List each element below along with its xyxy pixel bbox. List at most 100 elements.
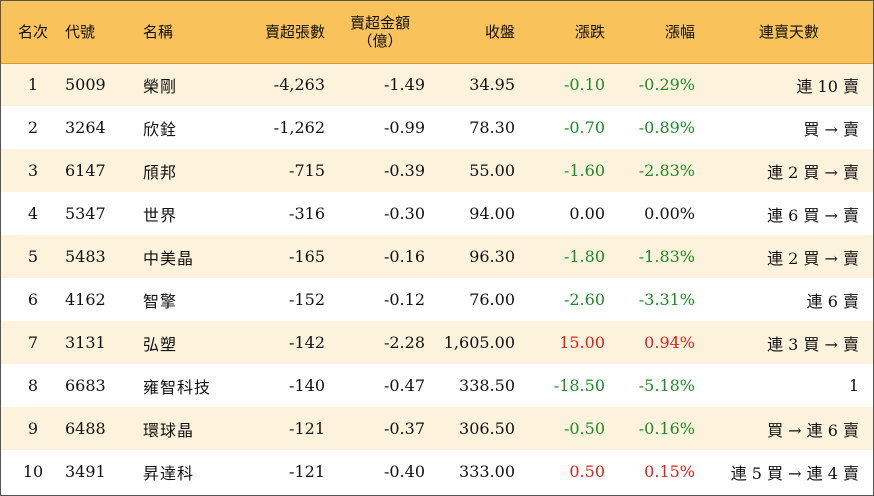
table-row: 9 6488 環球晶 -121 -0.37 306.50 -0.50 -0.16% 買 → 連 … — [1, 407, 873, 450]
code-cell: 3131 — [65, 333, 106, 352]
sell-excess-amount-cell: -0.40 — [383, 462, 425, 481]
name-cell: 世界 — [143, 205, 178, 225]
name-cell: 弘塑 — [143, 334, 178, 354]
table-row: 4 5347 世界 -316 -0.30 94.00 0.00 0.00% 連 6 買 → 賣 — [1, 192, 873, 235]
close-cell: 34.95 — [469, 75, 515, 95]
sell-excess-amount-cell: -0.39 — [383, 161, 425, 180]
header-change: 漲跌 — [574, 22, 605, 41]
sell-excess-amount-cell: -0.99 — [383, 118, 425, 137]
close-cell: 55.00 — [469, 161, 515, 180]
code-cell: 6683 — [65, 376, 106, 395]
change-cell: -2.60 — [563, 290, 605, 309]
header-change-pct: 漲幅 — [664, 22, 695, 41]
table-row: 2 3264 欣銓 -1,262 -0.99 78.30 -0.70 -0.89% 買 → 賣 — [1, 106, 873, 149]
sell-excess-lots-cell: -1,262 — [273, 118, 325, 137]
code-cell: 6488 — [65, 419, 106, 438]
sell-excess-lots-cell: -121 — [289, 462, 325, 481]
header-name: 名稱 — [143, 22, 174, 41]
consecutive-days-cell: 買 → 連 6 賣 — [767, 420, 859, 440]
table-row: 6 4162 智擎 -152 -0.12 76.00 -2.60 -3.31% 連 6 賣 — [1, 278, 873, 321]
code-cell: 3491 — [65, 462, 106, 481]
code-cell: 3264 — [65, 118, 106, 137]
change-pct-cell: -2.83% — [638, 161, 695, 180]
header-row: 名次 代號 名稱 賣超張數 賣超金額 （億） 收盤 漲跌 漲幅 連賣天數 — [1, 1, 873, 63]
code-cell: 5483 — [65, 247, 106, 266]
consecutive-days-cell: 連 2 買 → 賣 — [767, 162, 859, 182]
rank-cell: 2 — [27, 118, 39, 137]
table-body: 1 5009 榮剛 -4,263 -1.49 34.95 -0.10 -0.29% 連 10 賣… — [1, 63, 873, 493]
consecutive-days-cell: 連 10 賣 — [796, 76, 859, 96]
name-cell: 榮剛 — [143, 76, 178, 96]
change-cell: 0.00 — [569, 204, 605, 223]
change-cell: -1.80 — [563, 247, 605, 266]
close-cell: 94.00 — [469, 204, 515, 223]
name-cell: 環球晶 — [143, 420, 195, 440]
consecutive-days-cell: 連 2 買 → 賣 — [767, 248, 859, 268]
change-cell: -1.60 — [563, 161, 605, 180]
rank-cell: 6 — [27, 290, 39, 309]
sell-excess-lots-cell: -142 — [289, 333, 325, 352]
change-cell: -0.70 — [563, 118, 605, 137]
consecutive-days-cell: 連 3 買 → 賣 — [767, 334, 859, 354]
close-cell: 76.00 — [469, 290, 515, 309]
name-cell: 中美晶 — [143, 248, 195, 268]
table-row: 8 6683 雍智科技 -140 -0.47 338.50 -18.50 -5.18% 1 — [1, 364, 873, 407]
change-cell: 0.50 — [569, 462, 605, 481]
header-rank: 名次 — [17, 22, 48, 41]
rank-cell: 5 — [27, 247, 39, 266]
change-pct-cell: -0.16% — [638, 419, 695, 438]
change-pct-cell: 0.15% — [644, 462, 695, 481]
code-cell: 4162 — [65, 290, 106, 309]
sell-excess-amount-cell: -1.49 — [383, 75, 425, 95]
close-cell: 338.50 — [459, 376, 515, 395]
sell-excess-lots-cell: -316 — [289, 204, 325, 223]
name-cell: 昇達科 — [143, 463, 195, 483]
consecutive-days-cell: 連 6 買 → 賣 — [767, 205, 859, 225]
table-row: 10 3491 昇達科 -121 -0.40 333.00 0.50 0.15% 連 5 買 →… — [1, 450, 873, 493]
close-cell: 96.30 — [469, 247, 515, 266]
header-consecutive-days: 連賣天數 — [758, 22, 819, 41]
sell-excess-amount-cell: -2.28 — [383, 333, 425, 352]
sell-excess-lots-cell: -4,263 — [273, 75, 325, 95]
sell-excess-amount-cell: -0.37 — [383, 419, 425, 438]
close-cell: 333.00 — [459, 462, 515, 481]
header-sell-excess-amount-line1: 賣超金額 — [349, 13, 410, 32]
header-sell-excess-lots: 賣超張數 — [264, 22, 325, 41]
name-cell: 智擎 — [143, 291, 178, 311]
sell-excess-amount-cell: -0.30 — [383, 204, 425, 223]
sell-excess-amount-cell: -0.16 — [383, 247, 425, 266]
code-cell: 5009 — [65, 75, 106, 95]
rank-cell: 8 — [27, 376, 39, 395]
table-row: 3 6147 頎邦 -715 -0.39 55.00 -1.60 -2.83% 連 2 買 → … — [1, 149, 873, 192]
name-cell: 欣銓 — [143, 119, 178, 139]
sell-excess-amount-cell: -0.47 — [383, 376, 425, 395]
header-sell-excess-amount-line2: （億） — [357, 31, 403, 50]
header-sell-excess-amount: 賣超金額 （億） — [335, 1, 435, 63]
rank-cell: 4 — [27, 204, 39, 223]
table-row: 7 3131 弘塑 -142 -2.28 1,605.00 15.00 0.94% 連 3 買 … — [1, 321, 873, 364]
close-cell: 306.50 — [459, 419, 515, 438]
change-pct-cell: -5.18% — [638, 376, 695, 395]
change-pct-cell: 0.94% — [644, 333, 695, 352]
change-pct-cell: -1.83% — [638, 247, 695, 266]
code-cell: 5347 — [65, 204, 106, 223]
sell-excess-lots-cell: -165 — [289, 247, 325, 266]
sell-excess-lots-cell: -121 — [289, 419, 325, 438]
header-code: 代號 — [65, 22, 96, 41]
close-cell: 78.30 — [469, 118, 515, 137]
sell-excess-amount-cell: -0.12 — [383, 290, 425, 309]
sell-excess-lots-cell: -715 — [289, 161, 325, 180]
name-cell: 頎邦 — [143, 162, 178, 182]
consecutive-days-cell: 買 → 賣 — [803, 119, 859, 139]
change-cell: -18.50 — [553, 376, 605, 395]
change-cell: -0.10 — [563, 75, 605, 95]
rank-cell: 3 — [27, 161, 39, 180]
change-pct-cell: 0.00% — [644, 204, 695, 223]
rank-cell: 1 — [27, 75, 39, 95]
change-pct-cell: -3.31% — [638, 290, 695, 309]
change-pct-cell: -0.29% — [638, 75, 695, 95]
close-cell: 1,605.00 — [443, 333, 515, 352]
consecutive-days-cell: 連 5 買 → 連 4 賣 — [730, 463, 859, 483]
